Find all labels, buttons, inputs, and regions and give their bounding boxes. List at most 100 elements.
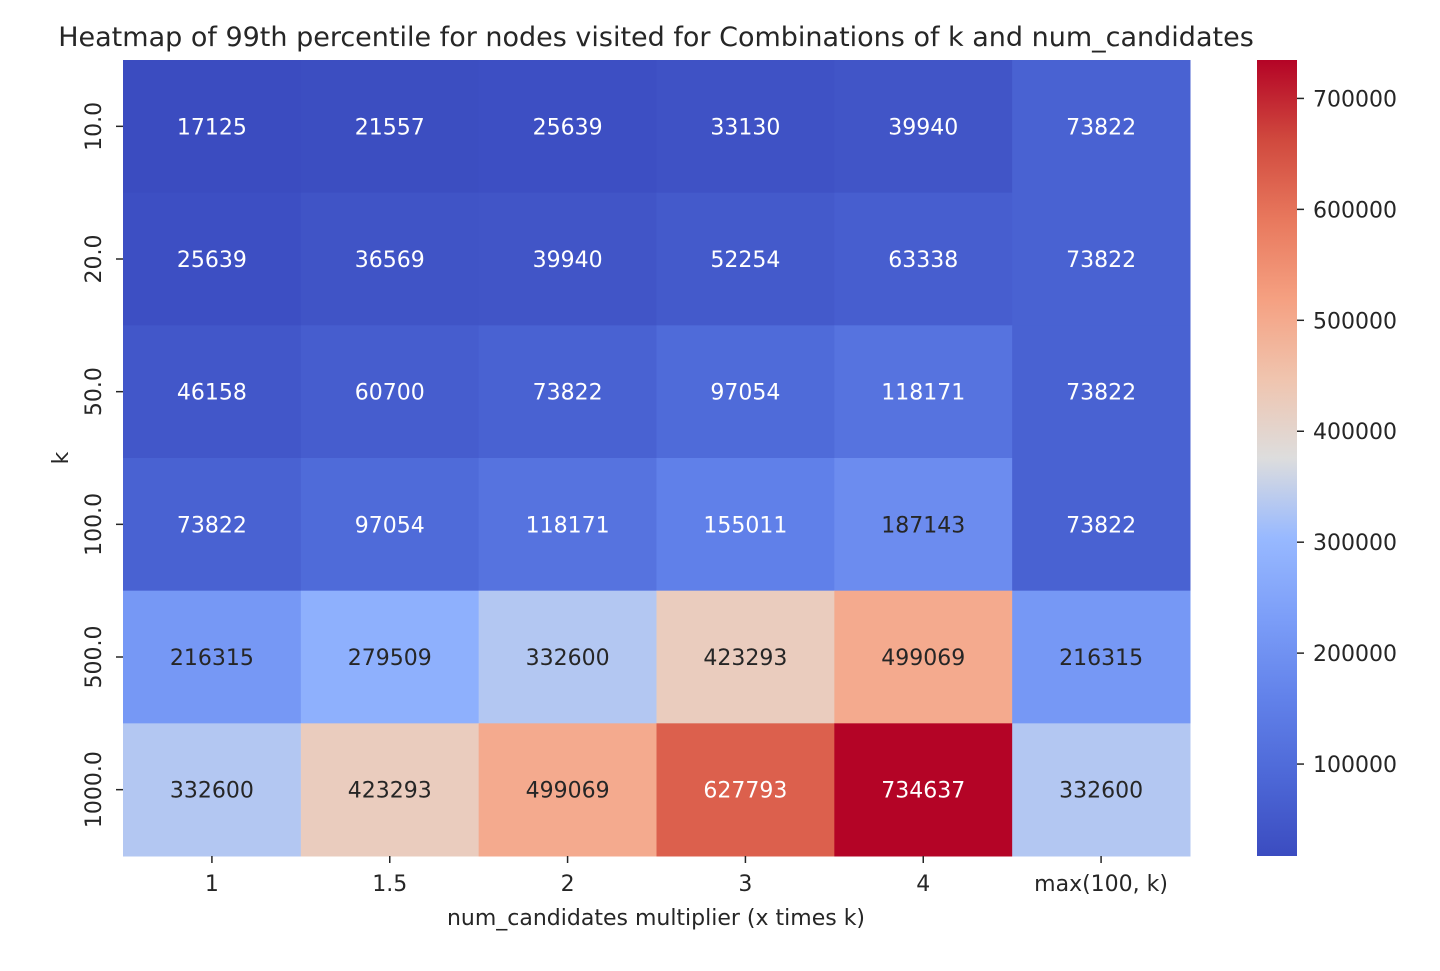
cell-value-label: 187143 <box>881 513 965 538</box>
x-tick-label: 2 <box>561 872 575 897</box>
cell-value-label: 36569 <box>355 248 425 273</box>
heatmap-cell <box>1012 325 1191 459</box>
heatmap-cell <box>656 325 835 459</box>
heatmap-cell <box>656 590 835 724</box>
cell-value-label: 60700 <box>355 381 425 406</box>
cell-value-label: 332600 <box>526 646 610 671</box>
heatmap-cell <box>656 60 835 194</box>
heatmap-cell <box>478 458 657 592</box>
cell-value-label: 216315 <box>170 646 254 671</box>
y-tick-label: 50.0 <box>82 367 107 416</box>
y-tick-label: 10.0 <box>82 102 107 151</box>
x-axis-label: num_candidates multiplier (x times k) <box>447 906 865 931</box>
x-tick-label: 1.5 <box>372 872 407 897</box>
cell-value-label: 17125 <box>177 115 247 140</box>
heatmap-cell <box>478 723 657 857</box>
colorbar-tick-label: 200000 <box>1313 642 1397 667</box>
heatmap-cell <box>834 458 1013 592</box>
heatmap-cell <box>656 723 835 857</box>
cell-value-label: 73822 <box>1066 248 1136 273</box>
colorbar-tick-label: 100000 <box>1313 753 1397 778</box>
cell-value-label: 97054 <box>355 513 425 538</box>
heatmap-cell <box>834 590 1013 724</box>
heatmap-cell <box>123 590 302 724</box>
heatmap-cell <box>834 60 1013 194</box>
colorbar-tick-label: 400000 <box>1313 420 1397 445</box>
colorbar-tick-label: 700000 <box>1313 87 1397 112</box>
chart-title: Heatmap of 99th percentile for nodes vis… <box>58 22 1254 53</box>
heatmap-cell <box>300 192 480 326</box>
heatmap-cell <box>1012 723 1191 857</box>
cell-value-label: 118171 <box>881 381 965 406</box>
cell-value-label: 21557 <box>355 115 425 140</box>
y-tick-label: 1000.0 <box>82 751 107 828</box>
cell-value-label: 279509 <box>348 646 432 671</box>
cell-value-label: 25639 <box>533 115 603 140</box>
cell-value-label: 734637 <box>881 779 965 804</box>
cell-value-label: 423293 <box>348 779 432 804</box>
cell-value-label: 33130 <box>710 115 780 140</box>
cell-value-label: 332600 <box>1059 779 1143 804</box>
cell-value-label: 73822 <box>1066 115 1136 140</box>
colorbar-tick-label: 500000 <box>1313 309 1397 334</box>
y-tick-label: 20.0 <box>82 235 107 284</box>
x-tick-label: max(100, k) <box>1034 872 1168 897</box>
heatmap-cell <box>834 325 1013 459</box>
heatmap-cell <box>300 325 480 459</box>
heatmap-cell <box>1012 60 1191 194</box>
cell-value-label: 73822 <box>1066 381 1136 406</box>
cell-value-label: 155011 <box>703 513 787 538</box>
y-tick-label: 500.0 <box>82 626 107 689</box>
cell-value-label: 39940 <box>888 115 958 140</box>
heatmap-cell <box>123 723 302 857</box>
heatmap-cell <box>834 723 1013 857</box>
heatmap-cell <box>656 458 835 592</box>
cell-value-label: 73822 <box>533 381 603 406</box>
cell-value-label: 73822 <box>1066 513 1136 538</box>
heatmap-cell <box>300 458 480 592</box>
heatmap-cell <box>834 192 1013 326</box>
cell-value-label: 423293 <box>703 646 787 671</box>
cell-value-label: 332600 <box>170 779 254 804</box>
cell-value-label: 39940 <box>533 248 603 273</box>
heatmap-cell <box>300 723 480 857</box>
y-tick-label: 100.0 <box>82 493 107 556</box>
heatmap-cell <box>1012 192 1191 326</box>
y-axis-label: k <box>49 451 74 464</box>
colorbar <box>1257 60 1297 856</box>
cell-value-label: 627793 <box>703 779 787 804</box>
cell-value-label: 25639 <box>177 248 247 273</box>
cell-value-label: 499069 <box>881 646 965 671</box>
x-tick-label: 1 <box>205 872 219 897</box>
heatmap-cell <box>1012 458 1191 592</box>
heatmap-cell <box>656 192 835 326</box>
cell-value-label: 97054 <box>710 381 780 406</box>
colorbar-tick-label: 600000 <box>1313 198 1397 223</box>
cell-value-label: 73822 <box>177 513 247 538</box>
heatmap-cell <box>1012 590 1191 724</box>
heatmap-cell <box>478 192 657 326</box>
heatmap-cell <box>478 60 657 194</box>
heatmap-cell <box>300 590 480 724</box>
heatmap-cell <box>478 325 657 459</box>
cell-value-label: 63338 <box>888 248 958 273</box>
heatmap-cell <box>478 590 657 724</box>
cell-value-label: 499069 <box>526 779 610 804</box>
y-axis: 10.0 20.0 50.0 100.0 500.0 1000.0 <box>82 102 123 828</box>
x-tick-label: 4 <box>916 872 930 897</box>
cell-value-label: 118171 <box>526 513 610 538</box>
cell-value-label: 52254 <box>710 248 780 273</box>
heatmap-cell <box>300 60 480 194</box>
heatmap-cell <box>123 60 302 194</box>
heatmap-cell <box>123 458 302 592</box>
cell-value-label: 46158 <box>177 381 247 406</box>
heatmap-cell <box>123 192 302 326</box>
cell-value-label: 216315 <box>1059 646 1143 671</box>
x-axis: 1 1.5 2 3 4 max(100, k) <box>205 856 1168 897</box>
colorbar-tick-label: 300000 <box>1313 531 1397 556</box>
heatmap-cell <box>123 325 302 459</box>
heatmap-cells: 17125 21557 25639 33130 39940 73822 25639 36569… <box>123 60 1191 857</box>
colorbar-axis: 100000 200000 300000 400000 500000 600000 7000… <box>1297 87 1397 778</box>
